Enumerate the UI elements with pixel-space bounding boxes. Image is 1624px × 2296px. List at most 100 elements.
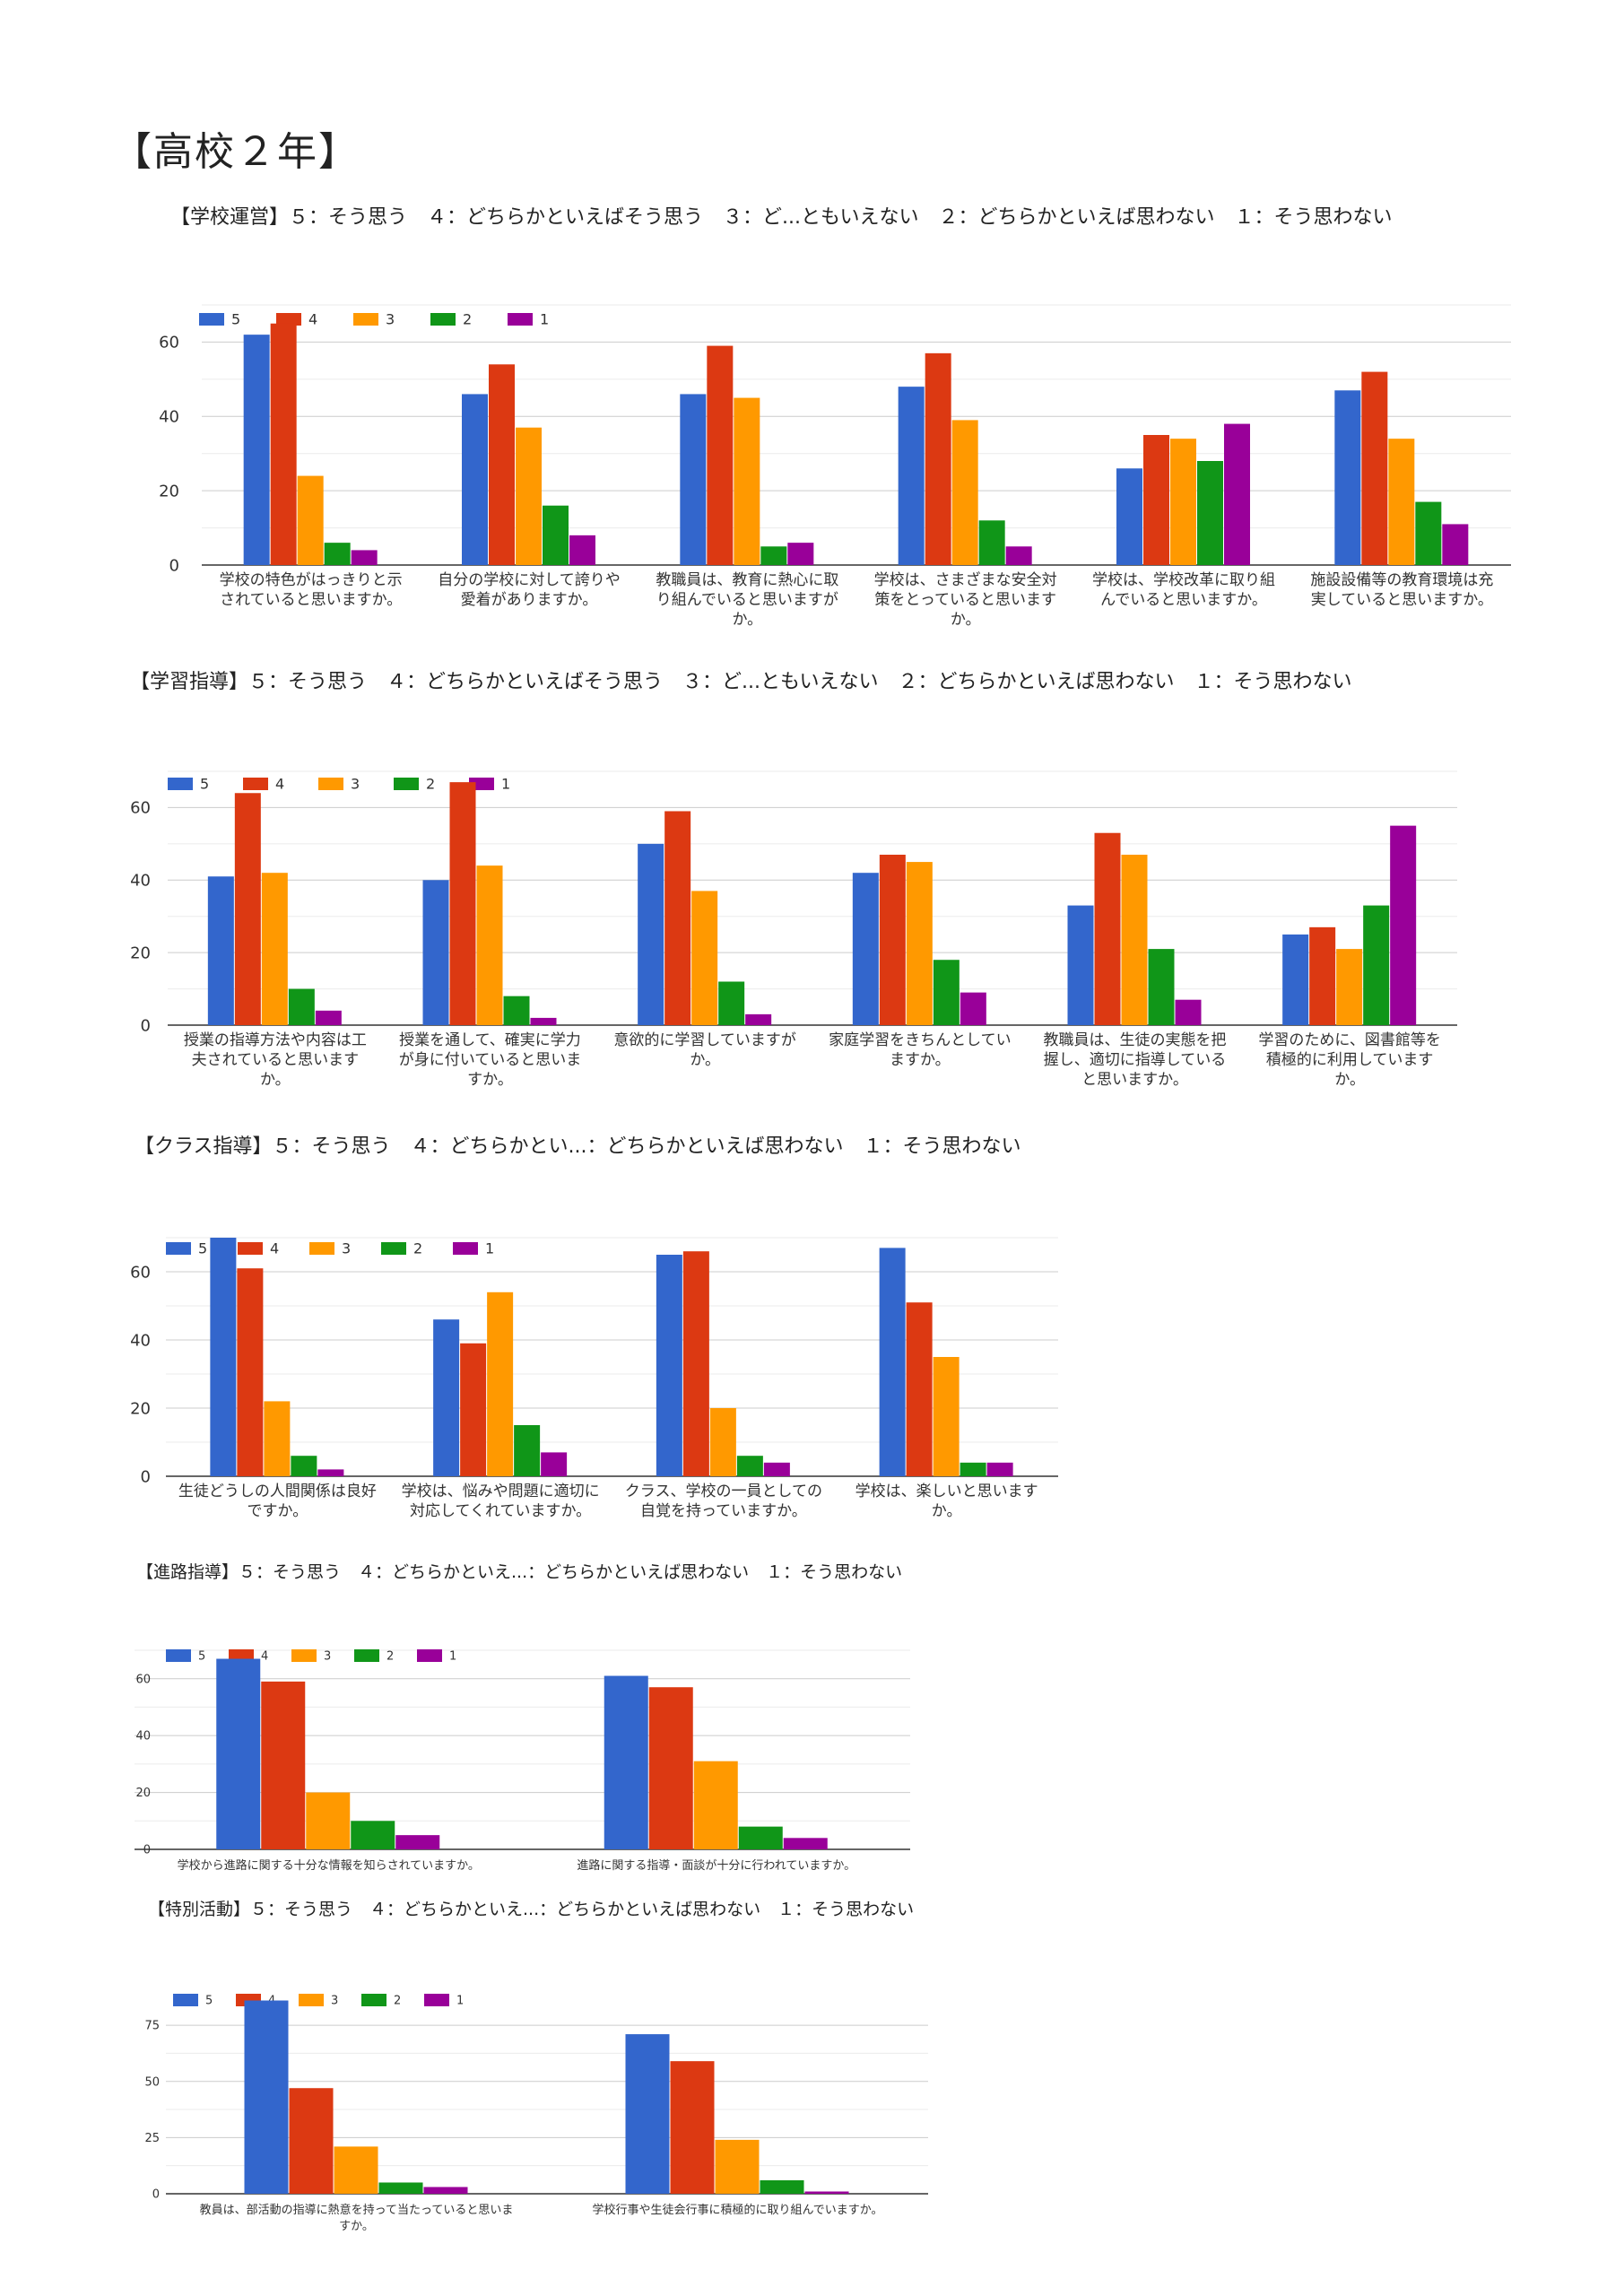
bar-1-series-3 (715, 2139, 760, 2194)
legend-swatch-2 (394, 778, 419, 790)
chart-title-school-management: 【学校運営】５：そう思う ４：どちらかといえばそう思う ３：ど...ともいえない… (170, 206, 1393, 229)
chart-title-career-guidance: 【進路指導】５：そう思う ４：どちらかといえ...：どちらかといえば思わない １… (136, 1562, 903, 1582)
legend-swatch-1 (453, 1242, 478, 1255)
legend-label-4: 4 (261, 1650, 268, 1664)
y-tick-label: 50 (144, 2075, 160, 2089)
y-tick-label: 0 (143, 1844, 151, 1857)
y-tick-label: 20 (130, 1399, 151, 1418)
category-label: ですか。 (248, 1502, 308, 1520)
category-label: か。 (932, 1502, 962, 1520)
bar-5-series-3 (1388, 439, 1415, 565)
bar-2-series-2 (760, 546, 787, 565)
category-label: 生徒どうしの人間関係は良好 (178, 1483, 377, 1500)
bar-0-series-4 (270, 323, 297, 565)
category-label: 進路に関する指導・面談が十分に行われていますか。 (577, 1858, 855, 1873)
bar-0-series-2 (288, 988, 315, 1025)
category-label: 施設設備等の教育環境は充 (1310, 571, 1493, 589)
category-label: クラス、学校の一員としての (625, 1483, 822, 1500)
bar-3-series-1 (1005, 546, 1032, 565)
bar-1-series-1 (783, 1838, 828, 1849)
bar-0-series-3 (264, 1401, 291, 1476)
legend-swatch-1 (417, 1649, 442, 1662)
legend-swatch-4 (276, 313, 301, 326)
legend-label-1: 1 (456, 1995, 464, 2008)
bar-0-series-3 (334, 2146, 378, 2194)
bar-1-series-4 (489, 364, 515, 565)
bar-1-series-1 (530, 1017, 557, 1025)
category-label: か。 (690, 1051, 720, 1069)
bar-2-series-3 (734, 397, 760, 565)
bar-0-series-2 (324, 543, 351, 565)
category-label: 学校の特色がはっきりと示 (220, 571, 403, 589)
bar-2-series-5 (680, 394, 707, 565)
legend-label-4: 4 (275, 776, 284, 793)
legend-swatch-5 (166, 1242, 191, 1255)
bar-2-series-4 (707, 345, 734, 565)
legend-label-4: 4 (270, 1240, 279, 1257)
bar-4-series-1 (1224, 423, 1250, 565)
bar-0-series-1 (351, 550, 378, 565)
category-label: 教職員は、生徒の実態を把 (1044, 1031, 1227, 1049)
category-label: 教員は、部活動の指導に熱意を持って当たっていると思いま (200, 2203, 514, 2217)
bar-0-series-5 (216, 1658, 261, 1849)
category-label: 学校は、悩みや問題に適切に (402, 1483, 600, 1500)
y-tick-label: 60 (135, 1673, 151, 1686)
bar-3-series-4 (925, 352, 951, 565)
category-label: か。 (1334, 1071, 1365, 1089)
category-label: 対応してくれていますか。 (410, 1502, 591, 1520)
legend-swatch-3 (353, 313, 378, 326)
category-label: 自分の学校に対して誇りや (438, 571, 621, 589)
bar-4-series-1 (1175, 999, 1202, 1025)
category-label: 授業を通して、確実に学力 (399, 1031, 581, 1049)
bar-2-series-2 (718, 981, 745, 1025)
legend-label-1: 1 (449, 1650, 456, 1664)
bar-1-series-4 (460, 1343, 487, 1476)
category-label: 策をとっていると思います (874, 591, 1056, 609)
bar-1-series-1 (541, 1452, 568, 1476)
legend-label-2: 2 (426, 776, 435, 793)
y-tick-label: 60 (130, 1263, 151, 1282)
bar-4-series-4 (1143, 435, 1169, 565)
bar-3-series-4 (879, 854, 906, 1025)
bar-5-series-2 (1415, 501, 1442, 565)
category-label: と思いますか。 (1081, 1071, 1188, 1089)
legend-label-2: 2 (386, 1650, 394, 1664)
bar-0-series-3 (306, 1792, 351, 1849)
bar-0-series-2 (291, 1456, 317, 1476)
legend-swatch-2 (354, 1649, 379, 1662)
bar-0-series-4 (289, 2088, 334, 2194)
category-label: ますか。 (890, 1051, 951, 1069)
y-tick-label: 20 (159, 482, 179, 500)
bar-1-series-2 (514, 1425, 541, 1476)
bar-2-series-1 (787, 543, 814, 565)
y-tick-label: 20 (130, 944, 151, 962)
category-label: 授業の指導方法や内容は工 (184, 1031, 367, 1049)
legend-swatch-4 (238, 1242, 263, 1255)
legend-label-3: 3 (351, 776, 360, 793)
category-label: 学校行事や生徒会行事に積極的に取り組んでいますか。 (592, 2203, 882, 2217)
category-label: 夫されていると思います (192, 1051, 360, 1069)
legend-label-2: 2 (394, 1995, 401, 2008)
category-label: 自覚を持っていますか。 (640, 1502, 807, 1520)
bar-3-series-1 (986, 1462, 1013, 1476)
y-tick-label: 20 (135, 1787, 151, 1800)
bar-0-series-4 (234, 793, 261, 1025)
category-label: されていると思いますか。 (220, 591, 402, 609)
category-label: が身に付いていると思いま (399, 1051, 582, 1069)
bar-2-series-3 (691, 891, 718, 1025)
legend-swatch-2 (381, 1242, 406, 1255)
y-tick-label: 0 (141, 1467, 151, 1486)
bar-0-series-4 (261, 1681, 306, 1849)
bar-0-series-2 (351, 1821, 395, 1849)
legend-swatch-3 (309, 1242, 334, 1255)
bar-1-series-2 (760, 2179, 804, 2194)
bar-3-series-3 (906, 862, 933, 1025)
bar-4-series-3 (1121, 854, 1148, 1025)
bar-5-series-2 (1363, 905, 1390, 1025)
bar-5-series-5 (1334, 390, 1361, 565)
bar-3-series-4 (906, 1302, 933, 1476)
category-label: 学習のために、図書館等を (1258, 1031, 1441, 1049)
bar-1-series-2 (543, 505, 569, 565)
